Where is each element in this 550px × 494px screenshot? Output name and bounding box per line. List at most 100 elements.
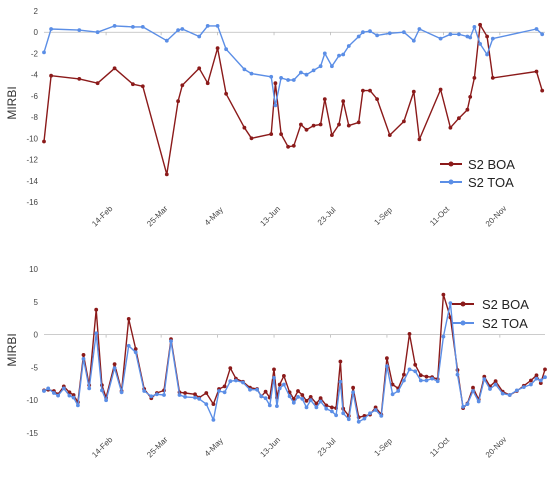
bottom-point-toa [248,387,252,392]
bottom-point-toa [341,411,346,416]
bottom-point-boa [300,393,305,397]
top-point-toa [42,50,46,55]
top-point-toa [438,36,443,41]
top-point-toa [311,68,316,73]
top-point-boa [478,22,482,27]
bottom-point-toa [142,389,147,393]
bottom-point-toa [277,386,282,391]
top-legend: S2 BOA S2 TOA [440,157,515,190]
bottom-series [42,292,547,424]
bottom-point-toa [413,369,418,374]
top-point-toa [180,27,185,31]
top-x-tick-label: 4-May [203,205,225,227]
top-point-boa [337,122,341,127]
bottom-point-boa [538,381,543,385]
bottom-point-toa [296,395,300,399]
bottom-point-toa [379,414,384,418]
bottom-point-toa [193,395,197,400]
bottom-x-tick-label: 25-Mar [145,435,170,460]
top-x-tick-label: 13-Jun [258,204,282,228]
top-x-tick-label: 14-Feb [90,204,115,229]
bottom-point-boa [133,347,138,351]
bottom-point-toa [162,393,166,397]
bottom-series-line-toa [43,302,546,423]
top-point-toa [318,64,323,69]
top-point-toa [346,44,351,48]
bottom-point-toa [308,398,313,403]
bottom-point-toa [211,418,216,422]
bottom-y-axis-label: MIRBI [5,333,19,366]
bottom-point-toa [300,397,305,401]
top-point-toa [131,25,135,29]
bottom-point-boa [296,389,300,393]
bottom-point-toa [390,392,395,397]
top-point-boa [291,143,296,148]
top-point-toa [375,33,379,38]
bottom-point-toa [52,391,56,395]
top-point-toa [95,30,100,35]
top-point-toa [224,47,229,52]
top-y-axis-label: MIRBI [5,86,19,119]
bottom-point-boa [308,395,313,399]
top-point-boa [242,125,247,130]
top-point-toa [330,64,334,69]
top-point-boa [215,46,220,50]
top-point-toa [299,70,303,75]
bottom-point-toa [482,377,487,382]
bottom-point-boa [413,362,418,367]
top-point-boa [304,127,309,132]
bottom-legend-boa-marker [460,301,466,307]
top-point-toa [205,24,210,28]
bottom-point-toa [324,406,329,411]
top-point-boa [197,66,202,71]
bottom-point-boa [277,382,282,387]
bottom-y-tick-label: -15 [26,429,38,438]
top-point-toa [478,42,482,46]
bottom-point-boa [351,385,355,390]
bottom-point-boa [534,373,539,378]
top-point-toa [540,32,545,37]
bottom-point-toa [255,387,259,392]
top-point-boa [368,88,372,93]
top-point-toa [112,24,117,28]
bottom-point-boa [204,391,209,395]
bottom-point-toa [112,366,117,370]
top-point-boa [417,137,422,142]
top-point-toa [176,28,181,32]
bottom-point-toa [177,393,182,397]
bottom-point-boa [390,382,395,387]
bottom-point-toa [356,419,361,424]
bottom-point-toa [538,378,543,383]
top-point-boa [205,81,210,86]
top-point-boa [164,172,169,177]
bottom-point-boa [282,374,286,378]
chart-bottom: -15 -10 -5 0 5 10 14-Feb 25-Mar 4-May 13-Jun 23-J… [5,265,547,460]
top-y-tick-label: -14 [26,177,38,186]
bottom-point-toa [149,394,154,399]
top-legend-toa-marker [448,179,454,185]
top-series-line-boa [43,24,543,176]
top-point-boa [387,133,392,138]
bottom-point-toa [81,357,86,361]
top-point-toa [215,24,220,28]
bottom-point-boa [407,332,412,336]
bottom-point-toa [46,386,51,391]
bottom-point-toa [418,378,423,383]
top-point-toa [472,25,477,29]
bottom-point-toa [424,378,429,383]
top-x-tick-label: 23-Jul [316,205,338,227]
bottom-point-toa [71,395,76,400]
bottom-point-toa [373,408,378,412]
top-x-tick-label: 25-Mar [145,204,170,229]
top-point-toa [417,27,422,31]
bottom-point-boa [112,362,117,366]
bottom-point-toa [430,376,434,381]
bottom-point-toa [304,405,309,410]
bottom-point-toa [133,350,138,355]
top-point-toa [356,34,361,39]
top-y-tick-label: 0 [34,28,39,37]
top-point-boa [249,136,254,141]
top-point-boa [112,66,117,71]
top-point-boa [273,81,278,86]
